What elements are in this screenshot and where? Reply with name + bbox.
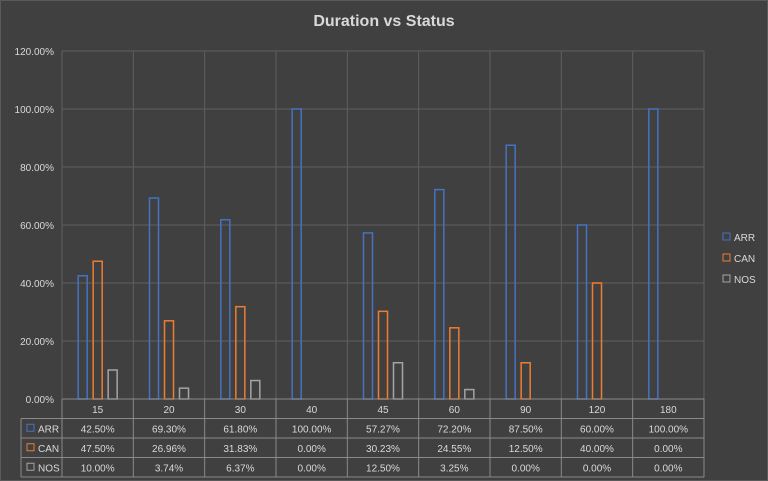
x-tick-label: 60 <box>449 405 461 416</box>
data-label: 26.96% <box>152 444 186 455</box>
y-tick-label: 60.00% <box>20 221 54 232</box>
legend-label: NOS <box>734 275 756 286</box>
data-label: 3.25% <box>440 463 468 474</box>
x-tick-label: 40 <box>306 405 318 416</box>
legend-key-nos <box>722 274 731 283</box>
table-series-name: NOS <box>38 463 60 474</box>
data-label: 47.50% <box>81 444 115 455</box>
bar-arr <box>148 197 160 400</box>
x-tick-label: 180 <box>660 405 677 416</box>
data-label: 0.00% <box>654 444 682 455</box>
x-tick-label: 15 <box>92 405 104 416</box>
y-tick-label: 40.00% <box>20 279 54 290</box>
data-label: 69.30% <box>152 424 186 435</box>
data-label: 87.50% <box>509 424 543 435</box>
bar-nos <box>178 387 190 400</box>
bar-arr <box>77 275 88 400</box>
bar-can <box>520 362 531 400</box>
bar-nos <box>107 369 118 400</box>
legend-key-arr <box>722 232 731 241</box>
data-label: 40.00% <box>580 444 614 455</box>
data-label: 57.27% <box>366 424 400 435</box>
data-label: 60.00% <box>580 424 614 435</box>
x-tick-label: 20 <box>163 405 175 416</box>
bar-nos <box>250 379 261 400</box>
table-series-name: CAN <box>38 444 59 455</box>
data-label: 42.50% <box>81 424 115 435</box>
x-tick-label: 90 <box>520 405 532 416</box>
data-label: 0.00% <box>297 444 325 455</box>
data-label: 0.00% <box>297 463 325 474</box>
data-label: 12.50% <box>366 463 400 474</box>
y-tick-label: 120.00% <box>15 47 55 58</box>
data-label: 100.00% <box>292 424 332 435</box>
table-series-name: ARR <box>38 424 59 435</box>
bar-arr <box>648 108 659 400</box>
data-label: 24.55% <box>437 444 471 455</box>
table-legend-key <box>26 423 35 432</box>
bar-can <box>235 305 246 400</box>
y-tick-label: 80.00% <box>20 163 54 174</box>
bar-arr <box>291 108 302 400</box>
bar-arr <box>434 188 445 400</box>
data-label: 61.80% <box>223 424 257 435</box>
bar-can <box>92 260 103 400</box>
data-label: 6.37% <box>226 463 254 474</box>
bar-nos <box>464 388 475 400</box>
legend-key-can <box>722 253 731 262</box>
chart-title: Duration vs Status <box>313 13 455 30</box>
bar-arr <box>220 219 231 400</box>
bar-arr <box>505 144 516 400</box>
data-label: 100.00% <box>649 424 689 435</box>
y-tick-label: 20.00% <box>20 337 54 348</box>
x-tick-label: 120 <box>589 405 606 416</box>
bar-can <box>163 320 175 400</box>
y-tick-label: 100.00% <box>15 105 55 116</box>
data-label: 3.74% <box>155 463 183 474</box>
table-legend-key <box>26 443 35 452</box>
bar-nos <box>392 362 404 400</box>
data-label: 0.00% <box>654 463 682 474</box>
y-tick-label: 0.00% <box>26 395 54 406</box>
x-tick-label: 45 <box>377 405 389 416</box>
data-label: 12.50% <box>509 444 543 455</box>
x-tick-label: 30 <box>235 405 247 416</box>
bar-arr <box>362 232 374 400</box>
data-label: 0.00% <box>583 463 611 474</box>
data-label: 72.20% <box>437 424 471 435</box>
legend-label: CAN <box>734 254 755 265</box>
bar-can <box>449 327 460 400</box>
data-label: 30.23% <box>366 444 400 455</box>
data-label: 31.83% <box>223 444 257 455</box>
legend-label: ARR <box>734 233 755 244</box>
table-legend-key <box>26 462 35 471</box>
bar-arr <box>576 224 588 400</box>
data-label: 0.00% <box>511 463 539 474</box>
bar-can <box>377 310 389 400</box>
data-label: 10.00% <box>81 463 115 474</box>
